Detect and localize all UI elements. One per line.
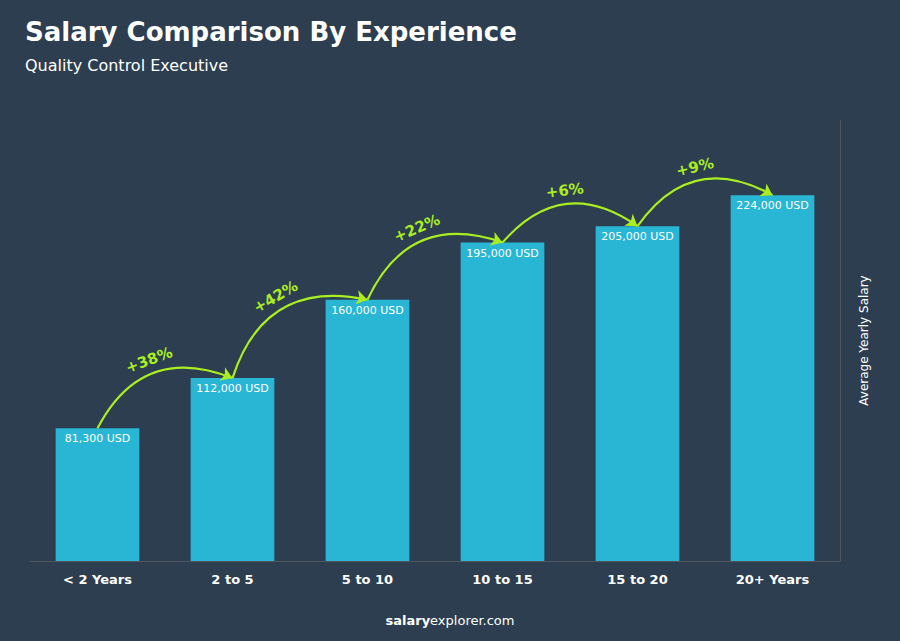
svg-text:+6%: +6% xyxy=(545,179,585,201)
svg-text:Average Yearly Salary: Average Yearly Salary xyxy=(857,275,871,405)
svg-text:salary: salary xyxy=(385,613,430,628)
svg-text:2 to 5: 2 to 5 xyxy=(211,572,253,587)
svg-text:explorer.com: explorer.com xyxy=(430,613,514,628)
svg-text:+9%: +9% xyxy=(674,154,715,180)
svg-text:+38%: +38% xyxy=(123,343,175,377)
svg-text:5 to 10: 5 to 10 xyxy=(342,572,393,587)
svg-text:+42%: +42% xyxy=(250,277,301,317)
svg-text:20+ Years: 20+ Years xyxy=(736,572,810,587)
svg-text:205,000 USD: 205,000 USD xyxy=(601,230,674,243)
svg-text:+22%: +22% xyxy=(391,211,443,246)
svg-text:Quality Control Executive: Quality Control Executive xyxy=(25,56,228,75)
svg-text:Salary Comparison By Experienc: Salary Comparison By Experience xyxy=(25,17,517,47)
svg-text:195,000 USD: 195,000 USD xyxy=(466,247,539,260)
svg-text:10 to 15: 10 to 15 xyxy=(472,572,532,587)
svg-text:160,000 USD: 160,000 USD xyxy=(331,304,404,317)
svg-text:15 to 20: 15 to 20 xyxy=(607,572,667,587)
svg-text:112,000 USD: 112,000 USD xyxy=(196,382,269,395)
svg-text:81,300 USD: 81,300 USD xyxy=(65,432,131,445)
svg-text:224,000 USD: 224,000 USD xyxy=(736,199,809,212)
svg-text:< 2 Years: < 2 Years xyxy=(63,572,132,587)
